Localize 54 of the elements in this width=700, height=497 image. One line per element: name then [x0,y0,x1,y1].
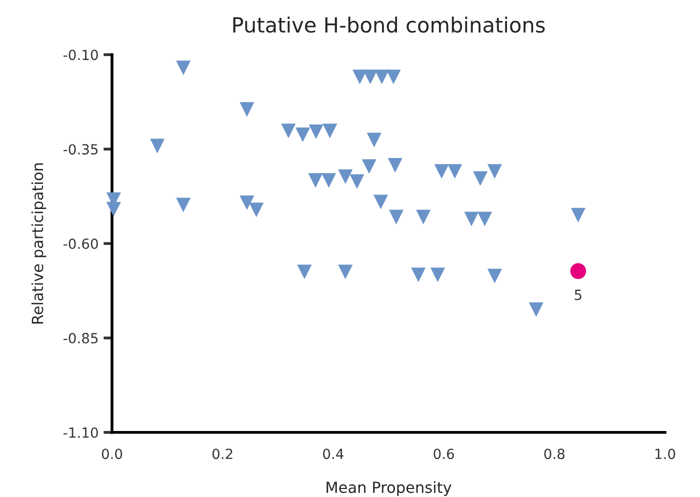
point [416,210,431,224]
point [570,208,586,222]
point [388,210,404,224]
point [374,70,390,84]
point [373,194,388,210]
y-tick-label: -0.35 [64,144,98,155]
x-tick-label: 0.6 [434,448,454,460]
point [388,158,402,173]
point [281,124,296,138]
point [487,268,502,284]
point [352,70,368,84]
point [464,212,479,226]
point [240,102,254,117]
point [176,198,191,212]
point [366,132,382,148]
point [473,171,488,186]
point [106,202,121,216]
annotation: 5 [574,290,582,300]
point [386,70,401,84]
point [430,268,445,282]
chart-title: Putative H-bond combinations [233,16,545,33]
point [338,264,353,280]
point [308,124,324,140]
point [321,173,336,188]
y-tick-label: -0.60 [64,238,98,250]
point [350,174,364,189]
x-axis-title: Mean Propensity [326,481,452,496]
x-tick-label: 0.8 [544,448,564,460]
point [362,70,378,84]
point [434,164,449,179]
x-tick-label: 1.0 [655,448,676,460]
point [322,124,338,138]
y-tick-label: -1.10 [64,427,98,438]
point [308,173,323,188]
point [249,202,264,218]
y-tick-label: -0.85 [64,332,98,344]
point [362,159,376,174]
point [240,195,254,210]
x-tick-label: 0.4 [323,448,344,460]
point [570,263,586,280]
y-tick-label: -0.10 [64,50,98,60]
point [176,60,191,76]
point [338,169,353,184]
point [448,164,462,179]
point [297,264,312,280]
point [150,138,165,154]
x-tick-label: 0.0 [102,448,122,460]
point [411,268,426,282]
x-tick-label: 0.2 [212,448,232,460]
y-axis-title: Relative participation [31,163,46,324]
point [296,127,310,142]
point [487,164,502,179]
point [528,302,544,317]
point [477,212,492,226]
